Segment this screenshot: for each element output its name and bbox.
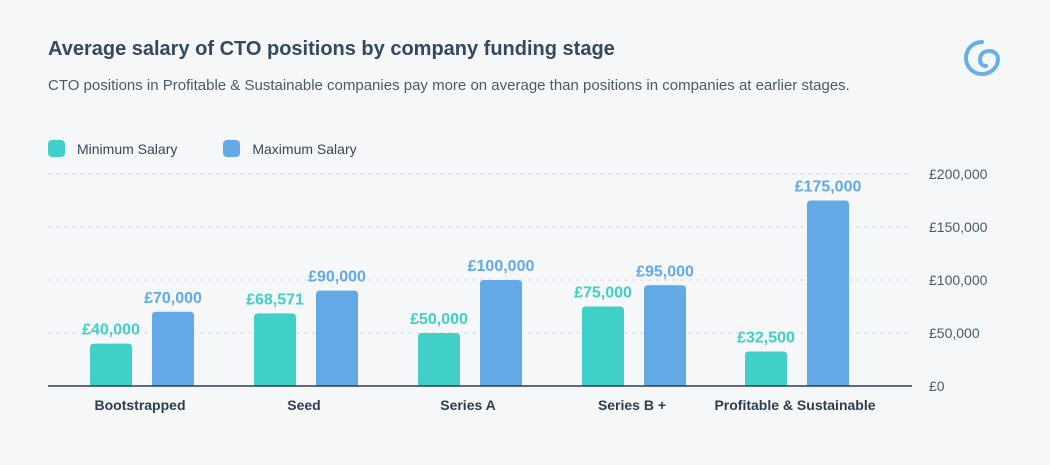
data-label-minimum: £50,000 bbox=[410, 311, 468, 328]
data-label-maximum: £70,000 bbox=[144, 290, 202, 307]
bar-minimum bbox=[745, 351, 787, 386]
data-label-maximum: £90,000 bbox=[308, 269, 366, 286]
legend-swatch-minimum bbox=[48, 140, 65, 157]
brand-logo-icon bbox=[963, 40, 1001, 77]
bar-maximum bbox=[807, 200, 849, 386]
data-label-maximum: £95,000 bbox=[636, 263, 694, 280]
x-tick-label: Seed bbox=[287, 397, 320, 413]
data-label-minimum: £32,500 bbox=[737, 330, 795, 347]
x-tick-label: Bootstrapped bbox=[95, 397, 186, 413]
bar-minimum bbox=[582, 306, 624, 386]
chart-title: Average salary of CTO positions by compa… bbox=[48, 38, 615, 60]
y-tick-label: £50,000 bbox=[929, 325, 980, 341]
data-label-maximum: £100,000 bbox=[468, 258, 535, 275]
legend-label-maximum: Maximum Salary bbox=[252, 140, 357, 157]
bar-minimum bbox=[254, 313, 296, 386]
bar-maximum bbox=[152, 311, 194, 386]
bar-minimum bbox=[90, 343, 132, 386]
y-tick-label: £0 bbox=[929, 378, 945, 394]
bar-minimum bbox=[418, 333, 460, 386]
data-label-minimum: £75,000 bbox=[574, 285, 632, 302]
legend-label-minimum: Minimum Salary bbox=[77, 140, 178, 157]
data-label-maximum: £175,000 bbox=[795, 179, 862, 196]
legend-swatch-maximum bbox=[223, 140, 241, 157]
x-tick-label: Profitable & Sustainable bbox=[714, 397, 875, 413]
legend-item-maximum: Maximum Salary bbox=[223, 140, 357, 157]
y-tick-label: £200,000 bbox=[929, 166, 988, 182]
x-tick-label: Series B + bbox=[598, 397, 666, 413]
bar-maximum bbox=[316, 290, 358, 386]
bar-maximum bbox=[480, 280, 522, 386]
x-tick-label: Series A bbox=[440, 397, 496, 413]
y-tick-label: £100,000 bbox=[929, 272, 988, 288]
legend-item-minimum: Minimum Salary bbox=[48, 140, 177, 157]
data-label-minimum: £68,571 bbox=[246, 291, 304, 308]
y-tick-label: £150,000 bbox=[929, 219, 988, 235]
chart-legend: Minimum Salary Maximum Salary bbox=[48, 140, 403, 157]
chart-subtitle: CTO positions in Profitable & Sustainabl… bbox=[48, 77, 850, 94]
data-label-minimum: £40,000 bbox=[82, 322, 140, 339]
bar-maximum bbox=[644, 285, 686, 386]
